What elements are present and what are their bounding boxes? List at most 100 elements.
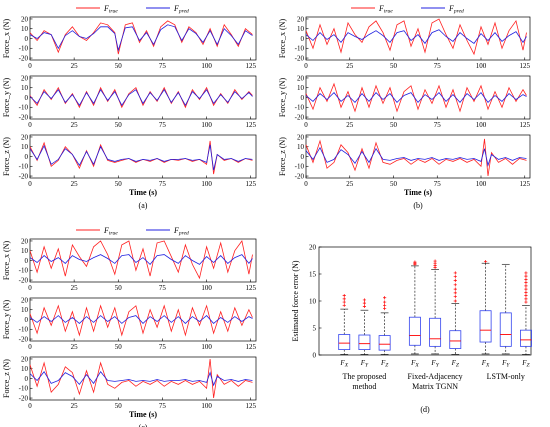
y-axis-label: Force_x (N) xyxy=(2,19,11,59)
x-tick-label: 50 xyxy=(390,62,398,70)
x-tick-label: 100 xyxy=(201,180,212,188)
outlier-mark xyxy=(524,290,528,294)
y-tick-label: -10 xyxy=(19,385,29,393)
outlier-mark xyxy=(524,271,528,275)
x-tick-label: 0 xyxy=(28,62,32,70)
iqr-box xyxy=(408,316,421,346)
subplot: -20-10 0 10 20 0 25 50 75 100 125 Force_x (N) xyxy=(278,15,531,70)
legend-true-label: Ftrue xyxy=(103,4,118,15)
y-tick-label: 10 xyxy=(21,143,29,151)
outlier-mark xyxy=(453,278,457,283)
box-axis-label-sub: Y xyxy=(365,363,369,369)
x-tick-label: 25 xyxy=(71,180,79,188)
x-tick-label: 25 xyxy=(71,343,79,351)
outlier-mark xyxy=(524,284,528,288)
x-tick-label: 25 xyxy=(346,180,354,188)
y-axis-label: Force_y (N) xyxy=(2,300,11,340)
x-axis-label: Time (s) xyxy=(404,188,432,197)
box-z: FZ xyxy=(520,271,532,369)
panel-caption: (a) xyxy=(139,201,148,210)
x-axis-label: Time (s) xyxy=(129,188,157,197)
y-tick-label: 0 xyxy=(301,94,305,102)
y-tick-label: -10 xyxy=(295,104,305,112)
x-tick-label: 0 xyxy=(28,402,32,410)
y-tick-label: 20 xyxy=(21,15,29,23)
y-axis-label: Force_z (N) xyxy=(2,137,11,176)
legend-pred-main: F xyxy=(173,226,179,235)
x-tick-label: 25 xyxy=(71,62,79,70)
x-tick-label: 50 xyxy=(115,284,123,292)
subplot: -20-10 0 10 20 0 25 50 75 100 125 Force_y (N) xyxy=(2,296,256,351)
series-pred-line xyxy=(29,371,253,387)
legend-pred-label: Fpred xyxy=(173,226,189,237)
series-pred-line xyxy=(29,24,253,52)
box-axis-label-sub: Z xyxy=(456,363,460,369)
y-tick-label: 0 xyxy=(301,153,305,161)
y-tick-label: -20 xyxy=(295,172,305,180)
y-tick-label: 10 xyxy=(297,84,305,92)
y-tick-label: 0 xyxy=(313,351,317,359)
x-tick-label: 125 xyxy=(245,284,256,292)
outlier-mark xyxy=(383,296,387,300)
y-tick-label: -10 xyxy=(19,267,29,275)
panel-caption: (c) xyxy=(139,423,148,427)
x-tick-label: 125 xyxy=(245,343,256,351)
box-z: FZ xyxy=(378,296,391,369)
series-true-line xyxy=(29,358,253,399)
iqr-box xyxy=(378,335,391,351)
box-axis-label-main: F xyxy=(430,359,436,367)
outlier-mark xyxy=(524,294,528,298)
x-tick-label: 75 xyxy=(159,284,167,292)
y-tick-label: 10 xyxy=(297,143,305,151)
legend-pred-label: Fpred xyxy=(448,4,464,15)
y-tick-label: 20 xyxy=(21,355,29,363)
x-tick-label: 25 xyxy=(346,121,354,129)
series-pred-line xyxy=(305,91,527,104)
plot-frame xyxy=(305,134,531,179)
legend-true-main: F xyxy=(103,4,109,13)
y-tick-label: 10 xyxy=(297,25,305,33)
subplot: -20-10 0 10 20 0 25 50 75 100 125 Force_y (N) xyxy=(2,74,256,129)
y-tick-label: -10 xyxy=(19,326,29,334)
iqr-box xyxy=(499,312,512,347)
y-tick-label: -10 xyxy=(19,45,29,53)
y-tick-label: 20 xyxy=(21,296,29,304)
x-tick-label: 125 xyxy=(245,121,256,129)
y-tick-label: -20 xyxy=(295,54,305,62)
y-tick-label: -20 xyxy=(295,113,305,121)
y-tick-label: -20 xyxy=(19,394,29,402)
y-axis-label: Force_x (N) xyxy=(278,19,287,59)
x-tick-label: 50 xyxy=(115,62,123,70)
x-tick-label: 0 xyxy=(304,121,308,129)
box-x: FX xyxy=(479,259,492,369)
box-x: FX xyxy=(408,260,421,369)
x-tick-label: 25 xyxy=(71,121,79,129)
x-tick-label: 0 xyxy=(28,284,32,292)
outlier-mark xyxy=(453,295,457,299)
y-axis-label: Force_z (N) xyxy=(2,359,11,398)
series-true-line xyxy=(29,140,253,175)
y-tick-label: 10 xyxy=(21,84,29,92)
x-tick-label: 50 xyxy=(390,180,398,188)
box-axis-label: FZ xyxy=(380,359,389,369)
x-tick-label: 75 xyxy=(159,62,167,70)
box-axis-label-main: F xyxy=(501,359,507,367)
series-pred-line xyxy=(305,146,527,167)
legend-pred-main: F xyxy=(448,4,454,13)
box-z: FZ xyxy=(449,271,462,369)
box-axis-label-sub: X xyxy=(344,363,349,369)
box-y: FY xyxy=(358,298,371,369)
outlier-mark xyxy=(342,300,346,304)
outlier-mark xyxy=(453,283,457,287)
plot-frame xyxy=(305,75,531,120)
group-label: The proposed xyxy=(343,372,387,381)
x-tick-label: 50 xyxy=(115,343,123,351)
iqr-box xyxy=(338,334,351,351)
panel-caption: (d) xyxy=(420,405,430,414)
box-axis-label-sub: Y xyxy=(436,363,440,369)
box-axis-label-sub: X xyxy=(485,363,490,369)
legend-pred-label: Fpred xyxy=(173,4,189,15)
y-tick-label: 15 xyxy=(309,270,317,278)
box-axis-label: FY xyxy=(430,359,439,369)
outlier-mark xyxy=(362,301,367,305)
